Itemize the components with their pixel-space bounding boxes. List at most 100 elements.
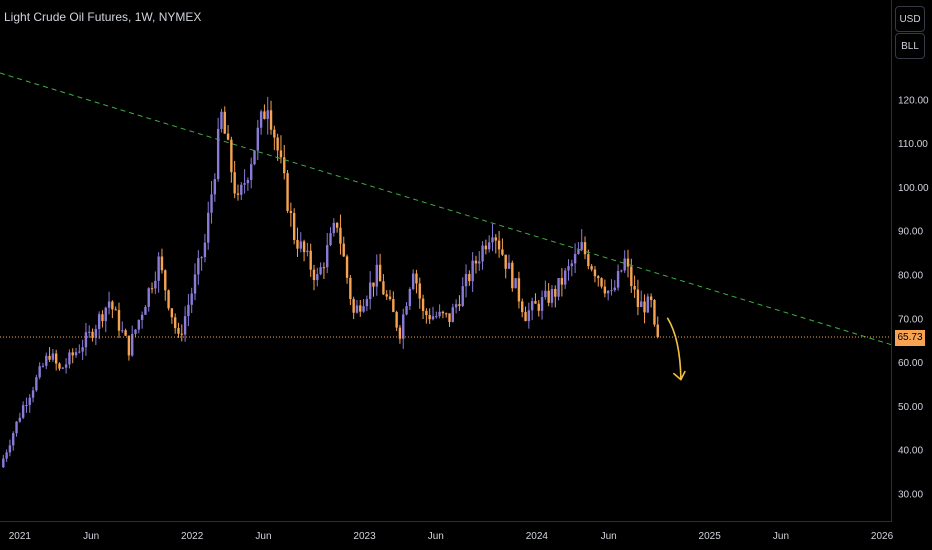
candle: [441, 310, 445, 319]
candle: [183, 306, 187, 342]
candle: [21, 401, 25, 420]
candle: [501, 238, 504, 256]
candle: [362, 299, 365, 313]
candle: [448, 313, 451, 327]
candle: [471, 252, 474, 292]
candle: [554, 285, 557, 308]
candle: [620, 269, 623, 273]
candle: [71, 348, 74, 364]
candle: [200, 256, 203, 271]
candle: [613, 280, 616, 292]
candle: [164, 269, 167, 301]
candle: [454, 299, 458, 314]
candle: [577, 242, 580, 255]
candle: [524, 306, 527, 322]
price-tick-label: 60.00: [898, 358, 923, 369]
candle: [368, 271, 372, 310]
candle: [504, 254, 507, 279]
candle: [491, 223, 494, 252]
candle: [643, 294, 646, 324]
candle: [253, 150, 256, 166]
candle: [246, 177, 250, 191]
time-axis[interactable]: 2021 Jun 2022 Jun 2023 Jun 2024 Jun 2025 Jun 2026: [9, 531, 894, 542]
arrow-head-icon: [673, 370, 686, 381]
candle: [28, 394, 31, 413]
price-tick-label: 40.00: [898, 446, 923, 457]
candle: [382, 274, 385, 296]
candle: [180, 324, 183, 342]
candle: [527, 302, 531, 329]
candle: [230, 136, 233, 183]
candle: [233, 160, 236, 199]
candle: [583, 236, 587, 260]
candle: [197, 250, 200, 285]
price-tick-label: 90.00: [898, 227, 923, 238]
candle: [603, 279, 607, 298]
candle: [213, 173, 217, 202]
candle: [425, 308, 428, 324]
candle: [5, 449, 8, 462]
candle: [511, 260, 514, 292]
candle: [216, 117, 220, 182]
down-arrow-annotation[interactable]: [666, 317, 682, 381]
currency-button[interactable]: USD: [895, 6, 925, 32]
candle: [12, 431, 15, 451]
candle: [431, 306, 435, 321]
candle: [240, 182, 243, 201]
candle: [104, 306, 107, 333]
candle: [312, 264, 316, 291]
candle: [25, 397, 28, 413]
candle: [573, 243, 577, 273]
candle: [107, 291, 111, 315]
price-tick-label: 30.00: [898, 490, 923, 501]
candle: [398, 324, 402, 344]
candle: [458, 295, 461, 311]
candle: [207, 201, 210, 250]
candle: [339, 214, 342, 255]
candle: [481, 241, 484, 270]
candle: [633, 275, 636, 298]
candle: [203, 233, 207, 263]
candle: [292, 208, 296, 245]
candle: [157, 252, 160, 293]
price-axis[interactable]: 30.00 40.00 50.00 60.00 70.00 80.00 90.00 100.0…: [898, 95, 929, 500]
candle: [474, 255, 478, 274]
candle: [567, 259, 570, 281]
candle: [144, 305, 147, 315]
candle: [375, 254, 378, 296]
candle: [289, 202, 293, 227]
candle: [177, 322, 180, 338]
candle: [8, 439, 12, 457]
price-tick-label: 70.00: [898, 314, 923, 325]
candle: [276, 133, 279, 161]
candle: [530, 297, 534, 321]
candle: [606, 289, 610, 301]
candle: [623, 250, 626, 273]
candle: [494, 234, 497, 254]
candle: [54, 349, 58, 371]
unit-button[interactable]: BLL: [895, 33, 925, 59]
candle: [365, 295, 369, 312]
chart-title: Light Crude Oil Futures, 1W, NYMEX: [4, 10, 202, 24]
candle: [91, 328, 94, 342]
candle: [640, 290, 643, 308]
candle: [521, 298, 524, 318]
candle: [517, 271, 521, 309]
candle: [187, 293, 190, 327]
candle: [111, 300, 114, 319]
candle: [636, 279, 640, 316]
candle: [74, 347, 78, 358]
candle: [507, 254, 511, 269]
overlay-layer: [0, 72, 892, 381]
price-tick-label: 80.00: [898, 271, 923, 282]
time-tick-label: 2025: [699, 531, 722, 542]
candle: [563, 267, 567, 289]
candle: [160, 248, 164, 274]
resistance-trendline[interactable]: [0, 72, 892, 346]
candle: [593, 266, 597, 283]
candle: [137, 319, 141, 334]
candle: [117, 302, 121, 339]
candle: [223, 106, 226, 134]
candle: [451, 303, 455, 323]
